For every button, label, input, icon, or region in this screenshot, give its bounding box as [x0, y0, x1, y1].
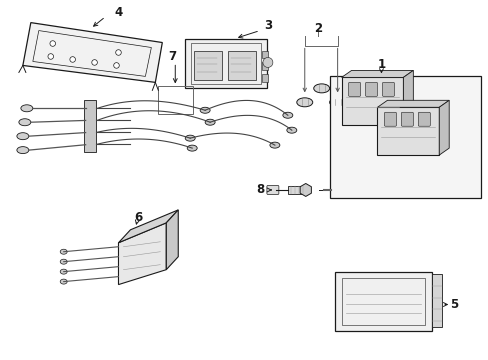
Ellipse shape: [269, 142, 279, 148]
FancyBboxPatch shape: [348, 82, 360, 96]
Text: 4: 4: [114, 6, 122, 19]
Ellipse shape: [205, 119, 215, 125]
Ellipse shape: [60, 279, 67, 284]
FancyBboxPatch shape: [382, 82, 394, 96]
Ellipse shape: [60, 269, 67, 274]
Circle shape: [50, 41, 56, 46]
Ellipse shape: [200, 107, 210, 113]
Circle shape: [48, 54, 53, 59]
Ellipse shape: [185, 135, 195, 141]
Bar: [287, 186, 305, 194]
Ellipse shape: [17, 133, 29, 140]
Polygon shape: [300, 184, 311, 197]
Ellipse shape: [296, 98, 312, 107]
Bar: [191, 42, 261, 84]
Ellipse shape: [17, 147, 29, 154]
Circle shape: [263, 58, 272, 67]
Text: 5: 5: [449, 298, 457, 311]
Circle shape: [70, 57, 75, 62]
Ellipse shape: [21, 105, 33, 112]
Bar: [262, 75, 267, 82]
Bar: [227, 50, 255, 80]
Bar: [194, 50, 222, 80]
Ellipse shape: [282, 112, 292, 118]
Polygon shape: [118, 210, 178, 243]
Circle shape: [114, 63, 119, 68]
Polygon shape: [403, 71, 412, 125]
Bar: [431, 274, 441, 328]
Text: 8: 8: [255, 184, 264, 197]
Bar: [341, 77, 403, 125]
Text: 2: 2: [313, 22, 321, 35]
Ellipse shape: [60, 259, 67, 264]
Bar: [329, 76, 480, 198]
Polygon shape: [23, 23, 162, 82]
FancyBboxPatch shape: [365, 82, 377, 96]
Bar: [334, 272, 431, 332]
FancyBboxPatch shape: [266, 185, 278, 194]
Text: 1: 1: [377, 58, 385, 71]
FancyBboxPatch shape: [384, 112, 396, 126]
Text: 3: 3: [264, 19, 271, 32]
Bar: [83, 100, 95, 152]
Circle shape: [92, 60, 97, 65]
Text: 6: 6: [134, 211, 142, 224]
FancyBboxPatch shape: [417, 112, 429, 126]
Bar: [262, 50, 267, 58]
Bar: [185, 39, 266, 88]
Bar: [262, 62, 267, 71]
Polygon shape: [377, 100, 448, 107]
Ellipse shape: [19, 119, 31, 126]
Polygon shape: [118, 223, 166, 285]
Ellipse shape: [313, 84, 329, 93]
Polygon shape: [438, 100, 448, 155]
Bar: [341, 278, 425, 325]
Ellipse shape: [60, 249, 67, 254]
Ellipse shape: [329, 98, 345, 107]
Bar: [377, 107, 438, 155]
Bar: [158, 86, 193, 114]
Text: 7: 7: [168, 50, 176, 63]
Polygon shape: [166, 210, 178, 270]
Ellipse shape: [286, 127, 296, 133]
Polygon shape: [341, 71, 412, 77]
Circle shape: [116, 50, 121, 55]
Ellipse shape: [187, 145, 197, 151]
FancyBboxPatch shape: [401, 112, 412, 126]
